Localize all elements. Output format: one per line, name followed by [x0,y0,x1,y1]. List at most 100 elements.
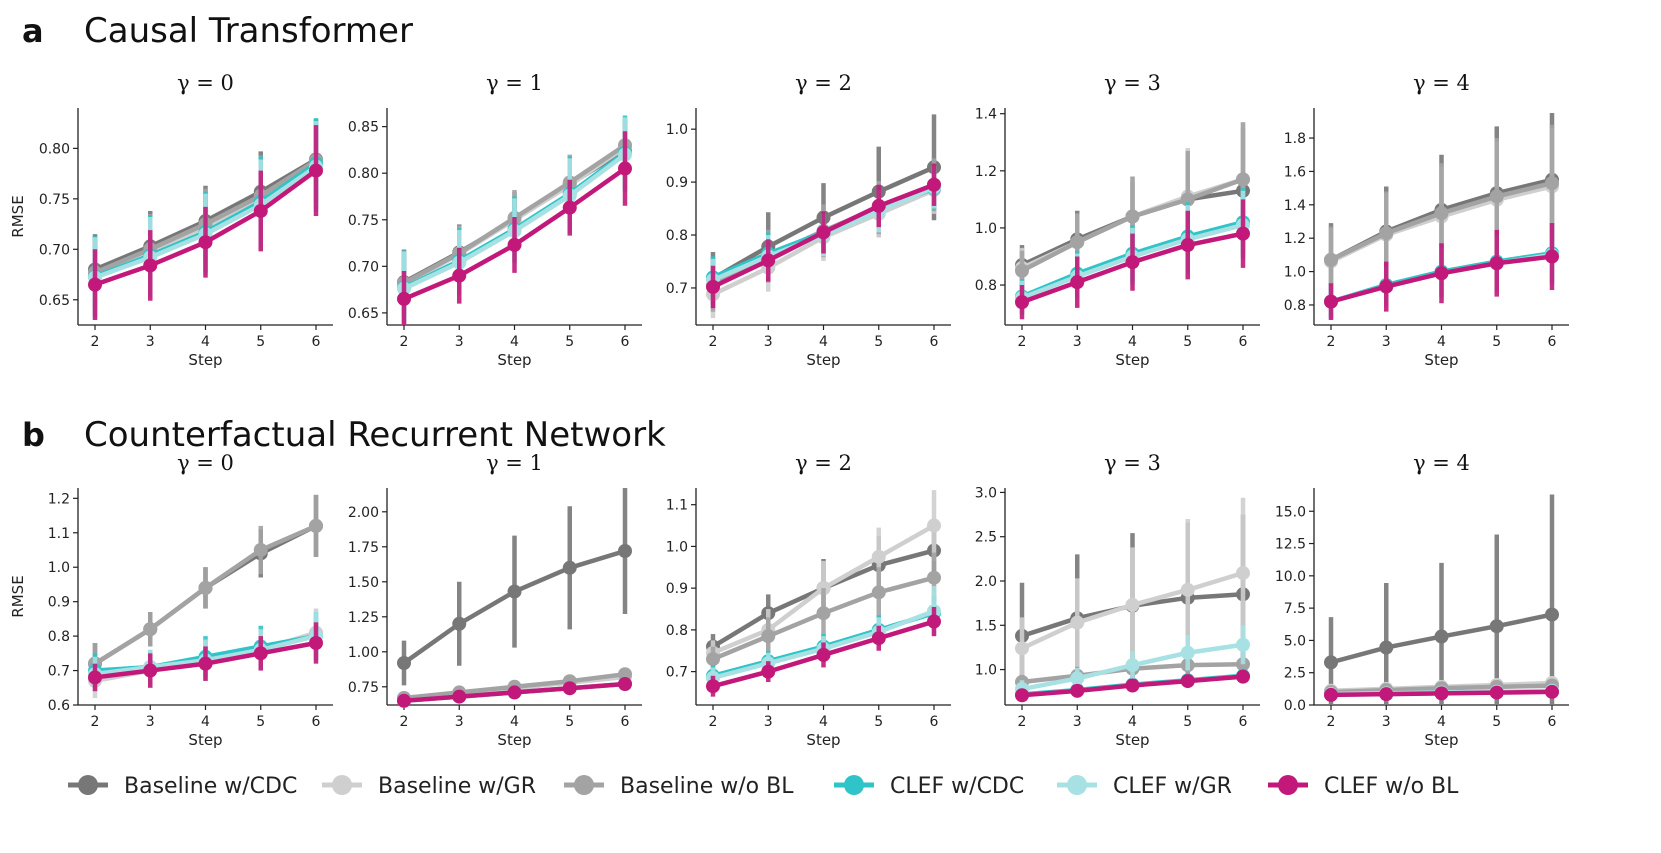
series-clef-w-o-bl [706,606,941,697]
data-point [1015,688,1029,703]
data-point [309,636,323,650]
data-point [452,268,467,283]
x-tick-label: 5 [1492,714,1501,730]
x-axis-label: Step [497,731,531,749]
y-tick-label: 0.65 [348,306,379,322]
y-axis-label: RMSE [9,575,27,617]
subplot-b-2: γ = 2 0.7 0.8 0.9 1.0 1.1 2 3 4 5 6 Step [666,451,951,749]
y-tick-label: 5.0 [1284,633,1306,649]
y-tick-label: 0.70 [348,259,379,275]
data-point [1236,226,1250,241]
subplot-title: γ = 2 [795,451,852,475]
y-tick-label: 0.80 [39,141,70,157]
x-tick-label: 5 [565,334,574,350]
y-tick-label: 1.25 [348,610,379,626]
y-tick-label: 0.8 [666,623,688,639]
data-point [618,667,632,682]
x-axis-label: Step [1424,351,1458,369]
x-tick-label: 6 [621,714,630,730]
x-tick-label: 4 [510,334,519,350]
subplot-title: γ = 4 [1413,451,1470,475]
x-tick-label: 3 [764,714,773,730]
x-tick-label: 6 [621,334,630,350]
data-point [1379,640,1394,655]
x-tick-label: 5 [874,714,883,730]
x-tick-label: 4 [1437,714,1446,730]
data-point [143,258,158,273]
x-tick-label: 2 [1018,714,1027,730]
data-point [1070,235,1085,250]
data-point [1434,206,1449,221]
legend-label: CLEF w/o BL [1324,774,1459,799]
panel-title-a: Causal Transformer [84,11,413,51]
data-point [507,584,522,599]
data-point [1070,275,1085,290]
data-point [1379,687,1394,702]
data-point [1489,619,1504,634]
data-point [1236,172,1250,187]
y-tick-label: 0.65 [39,293,70,309]
y-tick-label: 1.0 [666,122,688,138]
y-tick-label: 0.9 [666,175,688,191]
subplot-b-0: γ = 0 0.6 0.7 0.8 0.9 1.0 1.1 1.2 2 3 4 5 6 Step RMSE [9,451,333,749]
x-tick-label: 2 [400,714,409,730]
data-point [1236,669,1250,684]
x-tick-label: 2 [709,334,718,350]
y-tick-label: 0.6 [48,698,70,714]
data-point [1379,279,1394,294]
y-tick-label: 0.9 [48,595,70,611]
data-point [1324,294,1338,309]
x-axis-label: Step [806,351,840,369]
data-point [452,689,467,704]
legend-label: CLEF w/CDC [890,774,1024,799]
x-tick-label: 4 [201,714,210,730]
data-point [1489,189,1504,204]
y-tick-label: 1.1 [48,526,70,542]
y-tick-label: 0.75 [348,680,379,696]
legend-item: CLEF w/o BL [1268,774,1459,799]
legend-swatch-marker [844,775,864,795]
panel-title-b: Counterfactual Recurrent Network [84,415,666,455]
legend-swatch-marker [1067,775,1087,795]
y-tick-label: 0.7 [666,281,688,297]
x-tick-label: 3 [146,714,155,730]
x-tick-label: 3 [1073,714,1082,730]
series-clef-w-o-bl [397,131,632,325]
legend-swatch-marker [332,775,352,795]
y-tick-label: 1.75 [348,540,379,556]
x-tick-label: 3 [1382,714,1391,730]
y-tick-label: 0.85 [348,120,379,136]
data-point [1236,637,1250,652]
data-point [507,685,522,700]
y-tick-label: 2.5 [975,530,997,546]
x-axis-label: Step [188,351,222,369]
data-point [1545,684,1559,699]
y-tick-label: 0.75 [39,192,70,208]
subplot-title: γ = 0 [177,71,234,95]
x-tick-label: 5 [1183,334,1192,350]
y-tick-label: 1.00 [348,645,379,661]
data-point [198,580,213,595]
y-tick-label: 1.2 [1284,231,1306,247]
data-point [761,629,776,644]
y-tick-label: 0.7 [48,664,70,680]
series-clef-w-o-bl [1015,199,1250,320]
legend-swatch-marker [574,775,594,795]
x-tick-label: 5 [874,334,883,350]
series-clef-w-o-bl [397,677,632,708]
y-axis-label: RMSE [9,195,27,237]
x-tick-label: 4 [819,714,828,730]
x-tick-label: 4 [1437,334,1446,350]
y-tick-label: 0.7 [666,665,688,681]
x-tick-label: 6 [312,334,321,350]
y-tick-label: 15.0 [1275,504,1306,520]
data-point [1125,255,1140,270]
y-tick-label: 2.5 [1284,666,1306,682]
data-point [1070,671,1085,686]
x-tick-label: 2 [1327,714,1336,730]
data-point [618,544,632,558]
x-tick-label: 6 [930,334,939,350]
data-point [1180,582,1195,597]
series-clef-w-o-bl [88,125,323,320]
